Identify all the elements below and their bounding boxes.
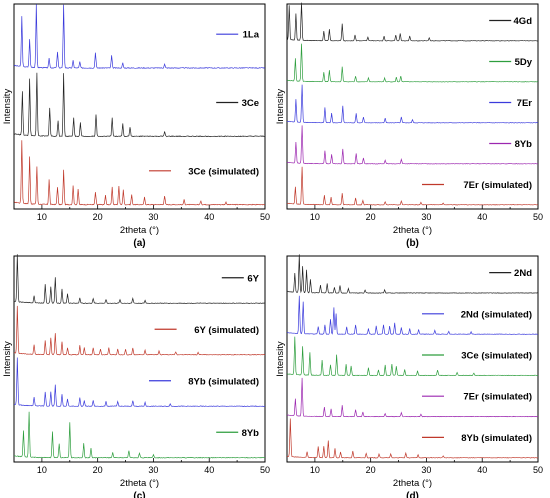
x-axis-label: 2theta (°) — [393, 478, 432, 489]
x-axis-label: 2theta (°) — [393, 225, 432, 236]
legend-label-2: 3Ce (simulated) — [461, 351, 532, 362]
y-axis-label: Intensity — [2, 89, 13, 125]
panel-c: 6Y 6Y (simulated) 8Yb (simulated) 8Yb 10 20 30… — [2, 254, 270, 498]
x-axis-label: 2theta (°) — [120, 478, 159, 489]
legend-label-1: 3Ce — [242, 98, 259, 109]
x-tick-label: 10 — [37, 465, 47, 475]
legend-label-4: 8Yb (simulated) — [461, 433, 532, 444]
plot-frame — [286, 3, 539, 210]
series-trace-0 — [13, 4, 266, 69]
series-trace-3 — [286, 377, 539, 418]
series-trace-1 — [286, 295, 539, 335]
x-tick-label: 20 — [93, 465, 103, 475]
y-axis-label: Intensity — [275, 89, 286, 125]
legend-label-1: 6Y (simulated) — [194, 325, 259, 336]
x-tick-label: 40 — [477, 212, 487, 222]
x-tick-label: 40 — [204, 465, 214, 475]
series-trace-3 — [286, 125, 539, 165]
x-tick-label: 50 — [533, 212, 543, 222]
x-axis-label: 2theta (°) — [120, 225, 159, 236]
panel-label: (c) — [133, 491, 145, 498]
plot-frame — [13, 3, 266, 210]
series-trace-0 — [286, 254, 539, 294]
x-tick-label: 20 — [366, 212, 376, 222]
x-tick-label: 50 — [260, 465, 270, 475]
legend-label-4: 7Er (simulated) — [463, 180, 532, 191]
legend-label-0: 2Nd — [514, 268, 532, 279]
x-tick-label: 10 — [310, 465, 320, 475]
legend-label-0: 1La — [243, 30, 260, 41]
series-trace-1 — [287, 43, 539, 83]
series-trace-4 — [287, 418, 539, 459]
panel-label: (b) — [406, 238, 419, 249]
panel-label: (d) — [406, 491, 419, 498]
panel-d: 2Nd 2Nd (simulated) 3Ce (simulated) 7Er (si… — [275, 254, 543, 498]
legend-label-2: 8Yb (simulated) — [188, 376, 259, 387]
series-trace-2 — [286, 84, 539, 124]
legend-label-3: 8Yb — [242, 428, 260, 439]
series-trace-2 — [287, 336, 539, 377]
x-tick-label: 50 — [260, 212, 270, 222]
series-trace-2 — [13, 140, 266, 206]
y-axis-label: Intensity — [275, 341, 286, 377]
legend-label-3: 7Er (simulated) — [463, 392, 532, 403]
series-trace-4 — [286, 166, 539, 206]
panel-b: 4Gd 5Dy 7Er 8Yb 7Er (simulated) 10 20 30 40 50 2th… — [275, 2, 543, 249]
series-trace-0 — [286, 2, 539, 42]
legend-label-2: 7Er — [517, 98, 533, 109]
x-tick-label: 50 — [533, 465, 543, 475]
legend-label-1: 2Nd (simulated) — [461, 309, 532, 320]
series-trace-1 — [13, 305, 266, 356]
x-tick-label: 10 — [310, 212, 320, 222]
x-tick-label: 20 — [93, 212, 103, 222]
x-tick-label: 20 — [366, 465, 376, 475]
legend-label-3: 8Yb — [515, 139, 533, 150]
x-tick-label: 40 — [204, 212, 214, 222]
panel-a: 1La 3Ce 3Ce (simulated) 10 20 30 40 50 2theta (°… — [2, 3, 270, 249]
legend-label-2: 3Ce (simulated) — [188, 166, 259, 177]
x-tick-label: 30 — [148, 212, 158, 222]
x-tick-label: 10 — [37, 212, 47, 222]
series-trace-3 — [13, 411, 265, 459]
x-tick-label: 40 — [477, 465, 487, 475]
series-trace-0 — [13, 254, 266, 304]
plot-frame — [13, 255, 266, 463]
panel-label: (a) — [133, 238, 145, 249]
series-trace-2 — [13, 357, 265, 407]
legend-label-0: 6Y — [247, 273, 259, 284]
legend-label-0: 4Gd — [514, 16, 533, 27]
x-tick-label: 30 — [421, 465, 431, 475]
y-axis-label: Intensity — [2, 341, 13, 377]
legend-label-1: 5Dy — [515, 57, 533, 68]
plot-frame — [286, 255, 539, 463]
series-trace-1 — [13, 72, 266, 138]
x-tick-label: 30 — [148, 465, 158, 475]
x-tick-label: 30 — [421, 212, 431, 222]
